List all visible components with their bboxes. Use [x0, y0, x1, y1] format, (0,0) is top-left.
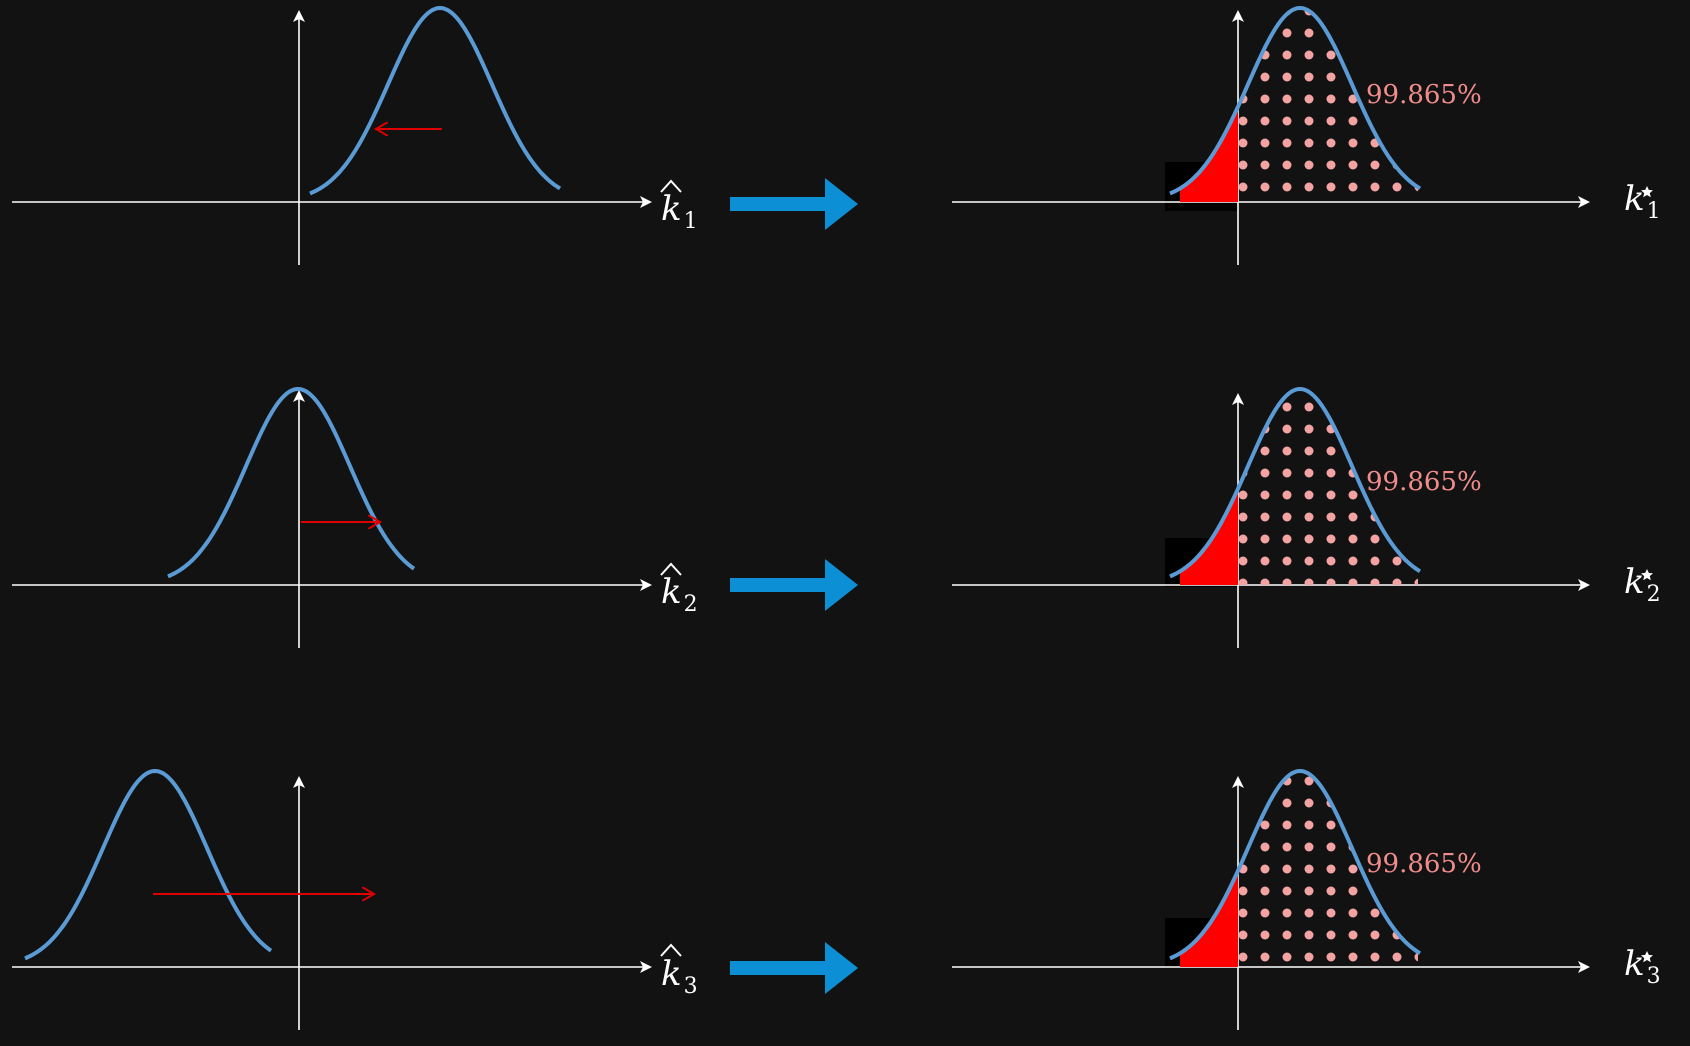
- dotted-area: [1238, 389, 1418, 585]
- row-3: k3 99.865% k3: [12, 768, 1661, 1030]
- hat-accent-icon: [660, 943, 682, 957]
- right-plot-2: 99.865% k2: [952, 386, 1661, 648]
- gaussian-curve: [1169, 386, 1422, 579]
- svg-text:k2: k2: [1624, 562, 1661, 607]
- axis-label-k-hat-2: k2: [660, 562, 698, 617]
- gaussian-curve: [309, 5, 562, 196]
- axis-label-k-star-1: k1: [1624, 179, 1661, 224]
- transform-arrow-3: [730, 942, 858, 994]
- percent-label: 99.865%: [1366, 467, 1482, 497]
- axis-label-k-hat-1: k1: [660, 179, 698, 234]
- left-plot-1: k1: [12, 5, 698, 265]
- arrow-right-icon: [730, 178, 858, 230]
- row-1: k1 99.865% k1: [12, 5, 1661, 265]
- dotted-area: [1238, 8, 1418, 202]
- axis-label-k-star-3: k3: [1624, 944, 1661, 989]
- row-2: k2 99.865% k2: [12, 386, 1661, 648]
- star-icon: [1641, 951, 1653, 963]
- gaussian-curve: [1169, 768, 1422, 961]
- star-icon: [1641, 569, 1653, 581]
- right-plot-1: 99.865% k1: [952, 5, 1661, 265]
- axis-label-k-star-2: k2: [1624, 562, 1661, 607]
- svg-text:k3: k3: [1624, 944, 1661, 989]
- transform-arrow-2: [730, 559, 858, 611]
- gaussian-curve: [1169, 5, 1422, 196]
- dotted-area: [1238, 771, 1418, 967]
- percent-label: 99.865%: [1366, 849, 1482, 879]
- arrow-right-icon: [730, 559, 858, 611]
- axis-label-k-hat-3: k3: [660, 943, 698, 999]
- left-plot-2: k2: [12, 386, 698, 648]
- svg-text:k3: k3: [661, 954, 698, 999]
- left-plot-3: k3: [12, 768, 698, 1030]
- hat-accent-icon: [660, 562, 682, 576]
- transform-arrow-1: [730, 178, 858, 230]
- right-plot-3: 99.865% k3: [952, 768, 1661, 1030]
- svg-text:k2: k2: [661, 572, 698, 617]
- gaussian-curve: [167, 386, 416, 579]
- star-icon: [1641, 186, 1653, 198]
- gaussian-curve: [24, 768, 273, 961]
- percent-label: 99.865%: [1366, 80, 1482, 110]
- svg-text:k1: k1: [1624, 179, 1661, 224]
- arrow-right-icon: [730, 942, 858, 994]
- svg-text:k1: k1: [661, 189, 698, 234]
- hat-accent-icon: [660, 179, 682, 193]
